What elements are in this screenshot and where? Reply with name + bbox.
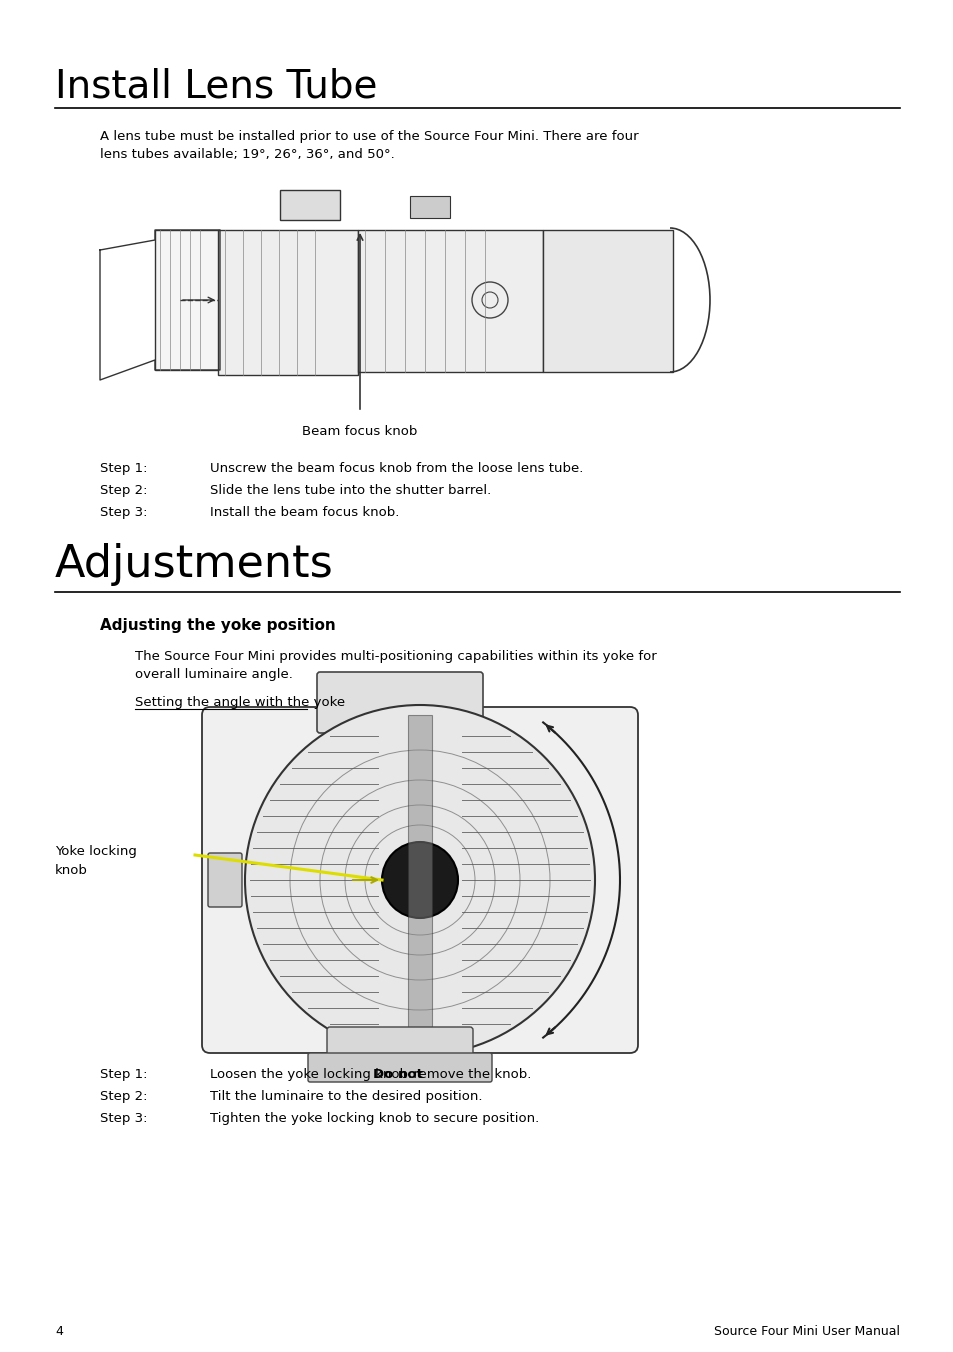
Text: The Source Four Mini provides multi-positioning capabilities within its yoke for: The Source Four Mini provides multi-posi… bbox=[135, 650, 656, 681]
Text: A lens tube must be installed prior to use of the Source Four Mini. There are fo: A lens tube must be installed prior to u… bbox=[100, 130, 638, 161]
Text: Unscrew the beam focus knob from the loose lens tube.: Unscrew the beam focus knob from the loo… bbox=[210, 462, 583, 475]
Circle shape bbox=[381, 842, 457, 918]
Text: Do not: Do not bbox=[373, 1068, 422, 1082]
FancyBboxPatch shape bbox=[542, 230, 672, 372]
FancyBboxPatch shape bbox=[202, 707, 638, 1053]
FancyBboxPatch shape bbox=[154, 230, 220, 370]
FancyBboxPatch shape bbox=[327, 1028, 473, 1063]
Circle shape bbox=[245, 704, 595, 1055]
Text: Install Lens Tube: Install Lens Tube bbox=[55, 68, 377, 105]
Text: Adjustments: Adjustments bbox=[55, 544, 334, 585]
Text: 4: 4 bbox=[55, 1325, 63, 1338]
Text: Loosen the yoke locking knob.: Loosen the yoke locking knob. bbox=[210, 1068, 416, 1082]
FancyBboxPatch shape bbox=[308, 1053, 492, 1082]
Text: remove the knob.: remove the knob. bbox=[409, 1068, 531, 1082]
FancyBboxPatch shape bbox=[218, 230, 357, 375]
Text: Install the beam focus knob.: Install the beam focus knob. bbox=[210, 506, 399, 519]
Text: Source Four Mini User Manual: Source Four Mini User Manual bbox=[713, 1325, 899, 1338]
Text: Step 3:: Step 3: bbox=[100, 506, 148, 519]
FancyBboxPatch shape bbox=[357, 230, 542, 372]
Text: Step 1:: Step 1: bbox=[100, 1068, 148, 1082]
FancyBboxPatch shape bbox=[337, 753, 461, 787]
FancyBboxPatch shape bbox=[410, 196, 450, 218]
Text: Step 2:: Step 2: bbox=[100, 484, 148, 498]
Text: Adjusting the yoke position: Adjusting the yoke position bbox=[100, 618, 335, 633]
FancyBboxPatch shape bbox=[280, 191, 339, 220]
FancyBboxPatch shape bbox=[316, 672, 482, 733]
Text: Setting the angle with the yoke: Setting the angle with the yoke bbox=[135, 696, 345, 708]
Text: Slide the lens tube into the shutter barrel.: Slide the lens tube into the shutter bar… bbox=[210, 484, 491, 498]
Text: Tilt the luminaire to the desired position.: Tilt the luminaire to the desired positi… bbox=[210, 1090, 482, 1103]
Text: Yoke locking
knob: Yoke locking knob bbox=[55, 845, 136, 877]
Text: Step 3:: Step 3: bbox=[100, 1111, 148, 1125]
FancyBboxPatch shape bbox=[208, 853, 242, 907]
Text: Tighten the yoke locking knob to secure position.: Tighten the yoke locking knob to secure … bbox=[210, 1111, 538, 1125]
Text: Step 1:: Step 1: bbox=[100, 462, 148, 475]
FancyBboxPatch shape bbox=[408, 715, 432, 1045]
Text: Beam focus knob: Beam focus knob bbox=[302, 425, 417, 438]
Text: Step 2:: Step 2: bbox=[100, 1090, 148, 1103]
